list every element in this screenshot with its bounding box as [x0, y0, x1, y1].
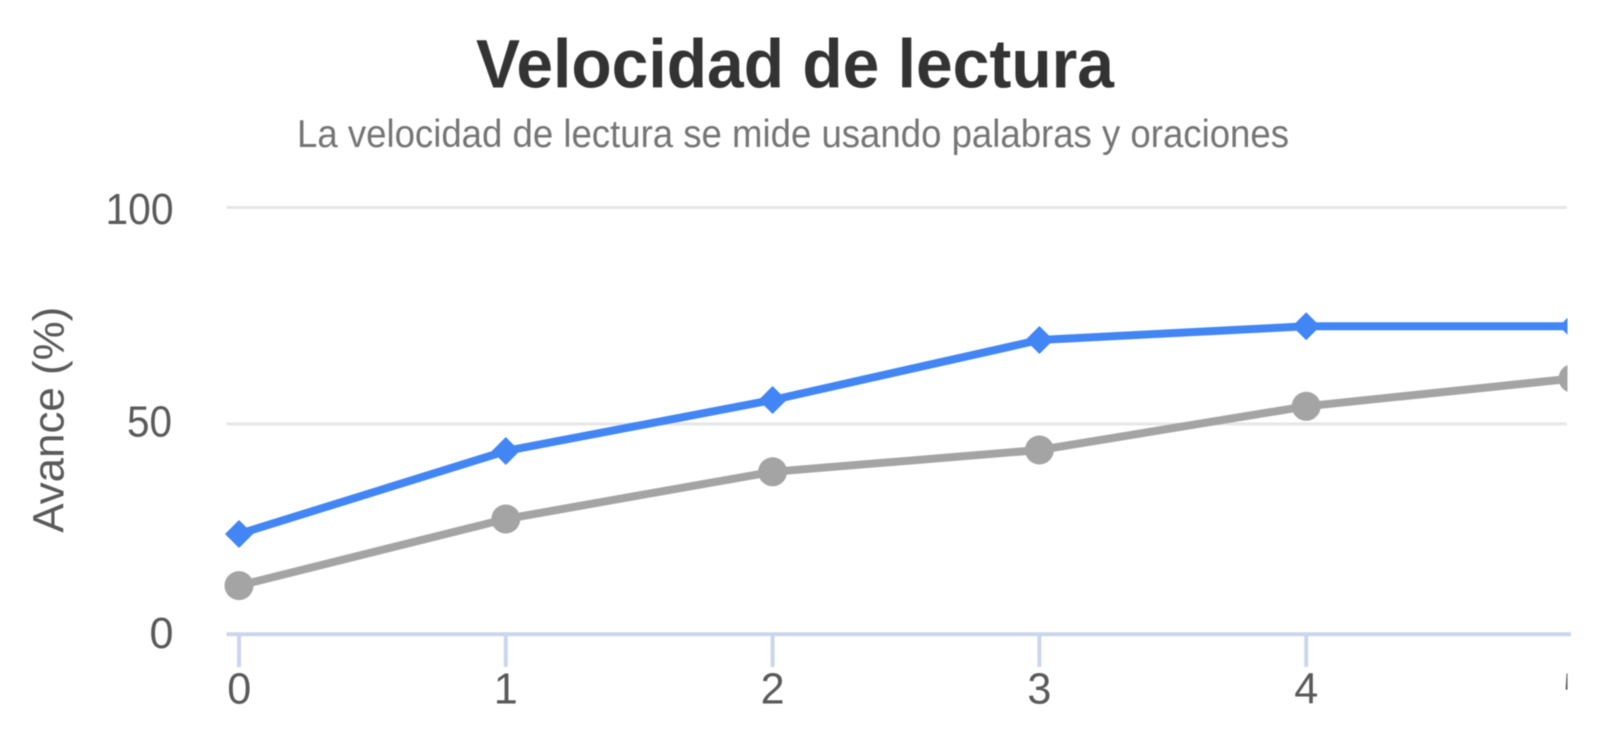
svg-text:3: 3 [1027, 665, 1051, 713]
svg-text:La velocidad de lectura se mid: La velocidad de lectura se mide usando p… [297, 113, 1289, 156]
svg-text:50: 50 [127, 398, 172, 446]
svg-text:4: 4 [1294, 665, 1318, 713]
svg-text:0: 0 [150, 610, 174, 658]
svg-text:100: 100 [106, 186, 174, 234]
svg-text:5: 5 [1563, 665, 1587, 713]
svg-text:Avance (%): Avance (%) [26, 307, 74, 533]
svg-text:2: 2 [761, 665, 785, 713]
svg-text:Velocidad de lectura: Velocidad de lectura [476, 26, 1115, 103]
svg-text:1: 1 [494, 665, 518, 713]
svg-text:0: 0 [227, 665, 251, 713]
